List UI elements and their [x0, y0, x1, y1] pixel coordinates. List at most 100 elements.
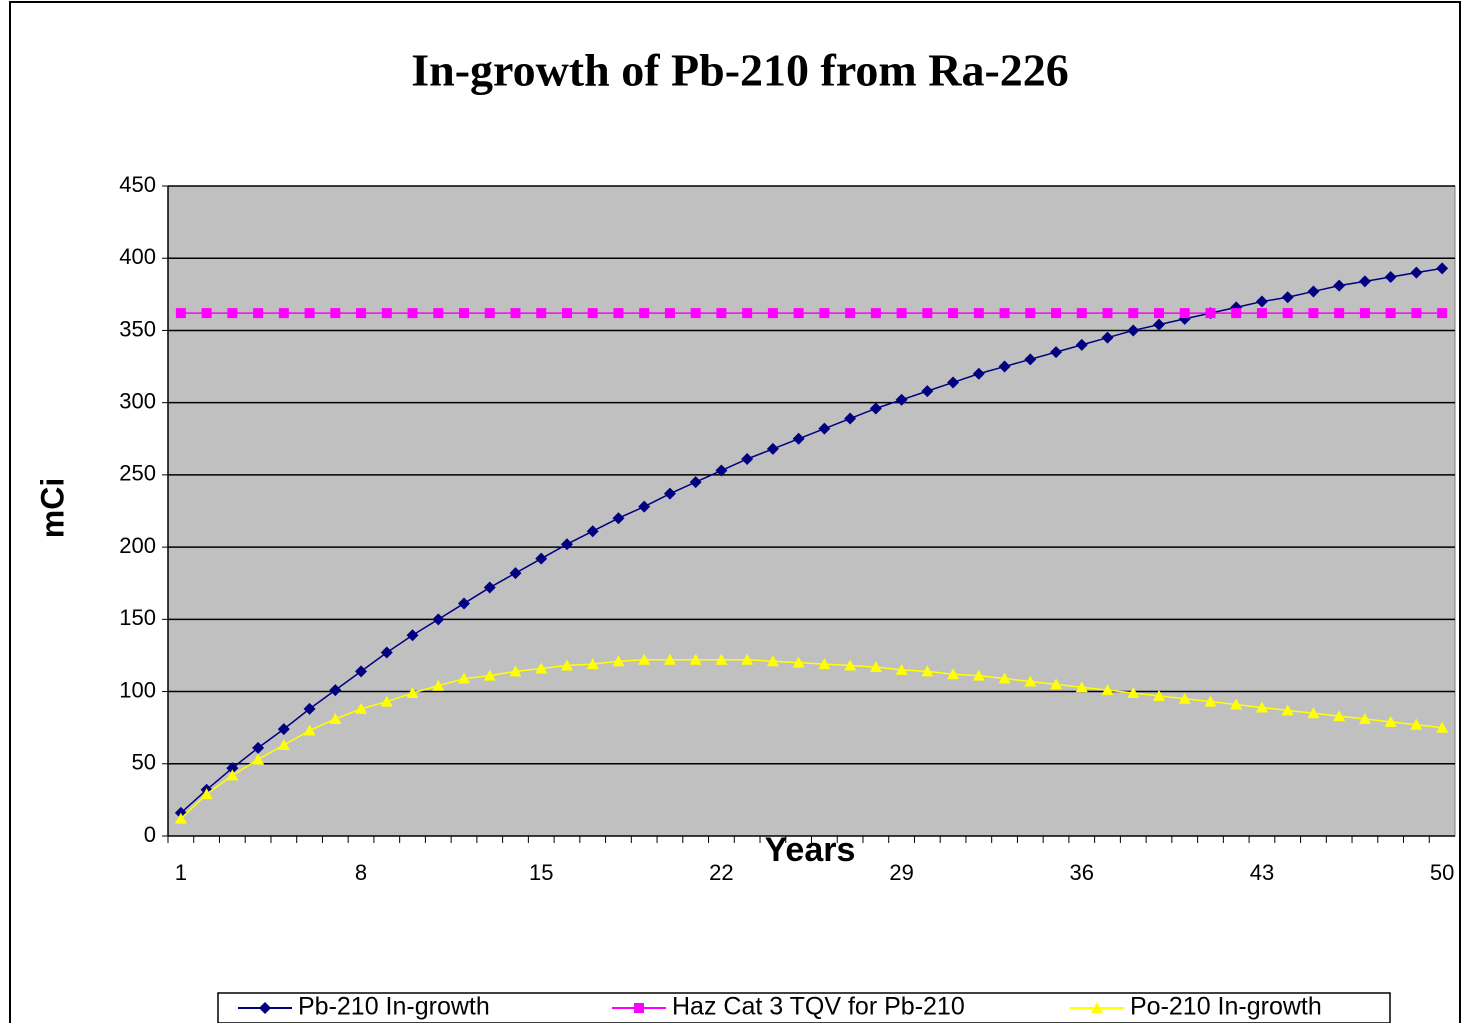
marker: [792, 656, 805, 668]
marker: [895, 663, 908, 675]
marker: [612, 655, 625, 667]
marker: [1256, 308, 1267, 319]
marker: [304, 308, 315, 319]
marker: [612, 512, 625, 525]
marker: [1050, 678, 1063, 690]
marker: [381, 308, 392, 319]
marker: [1334, 308, 1345, 319]
marker: [407, 308, 418, 319]
y-tick-label: 300: [119, 388, 156, 413]
marker: [948, 308, 959, 319]
marker: [1075, 681, 1088, 693]
marker: [1255, 701, 1268, 713]
marker: [459, 308, 470, 319]
marker: [1255, 295, 1268, 308]
marker: [998, 672, 1011, 684]
marker: [1025, 308, 1036, 319]
marker: [715, 464, 728, 477]
marker: [741, 653, 754, 665]
legend-marker: [259, 1002, 271, 1014]
marker: [406, 687, 419, 698]
legend-marker: [634, 1003, 644, 1013]
marker: [1178, 692, 1191, 704]
marker: [1050, 346, 1063, 359]
y-tick-label: 350: [119, 316, 156, 341]
marker: [1358, 713, 1371, 724]
marker: [998, 360, 1011, 373]
x-axis-label: Years: [765, 831, 856, 869]
marker: [278, 308, 289, 319]
marker: [1024, 675, 1037, 687]
marker: [664, 308, 675, 319]
marker: [1152, 318, 1165, 331]
marker: [175, 308, 186, 319]
marker: [1205, 308, 1216, 319]
marker: [818, 658, 831, 670]
marker: [742, 308, 753, 319]
marker: [716, 308, 727, 319]
marker: [1102, 308, 1113, 319]
x-tick-label: 29: [889, 860, 913, 885]
marker: [380, 646, 393, 659]
y-tick-label: 250: [119, 461, 156, 486]
marker: [560, 659, 573, 671]
marker: [793, 308, 804, 319]
marker: [303, 724, 316, 736]
marker: [253, 308, 264, 319]
marker: [844, 412, 857, 425]
marker: [535, 552, 548, 565]
marker: [869, 661, 882, 672]
marker: [1127, 324, 1140, 337]
marker: [1437, 308, 1448, 319]
y-tick-label: 150: [119, 605, 156, 630]
marker: [536, 308, 547, 319]
marker: [303, 702, 316, 715]
marker: [510, 308, 521, 319]
marker: [1333, 279, 1346, 292]
marker: [767, 308, 778, 319]
x-tick-label: 36: [1070, 860, 1094, 885]
marker: [252, 741, 265, 754]
marker: [972, 367, 985, 380]
legend: [217, 992, 1391, 1023]
marker: [1204, 695, 1217, 707]
marker: [1436, 262, 1449, 275]
marker: [535, 662, 548, 674]
marker: [406, 629, 419, 642]
marker: [458, 672, 471, 684]
marker: [587, 308, 598, 319]
marker: [561, 308, 572, 319]
marker: [973, 308, 984, 319]
marker: [1358, 275, 1371, 288]
marker: [484, 308, 495, 319]
legend-marker: [1091, 1002, 1103, 1013]
marker: [1153, 308, 1164, 319]
marker: [1051, 308, 1062, 319]
marker: [1410, 718, 1423, 730]
y-tick-label: 100: [119, 677, 156, 702]
x-tick-label: 8: [355, 860, 367, 885]
marker: [1076, 308, 1087, 319]
marker: [999, 308, 1010, 319]
x-tick-label: 50: [1430, 860, 1454, 885]
marker: [689, 476, 702, 489]
marker: [277, 739, 290, 750]
chart-title: In-growth of Pb-210 from Ra-226: [411, 45, 1069, 96]
y-tick-label: 400: [119, 244, 156, 269]
marker: [458, 597, 471, 610]
marker: [715, 653, 728, 665]
marker: [638, 653, 651, 665]
marker: [483, 581, 496, 594]
y-tick-label: 450: [119, 172, 156, 197]
marker: [586, 658, 599, 670]
marker: [947, 376, 960, 389]
marker: [1384, 271, 1397, 283]
marker: [277, 723, 290, 736]
marker: [1152, 689, 1165, 701]
marker: [433, 308, 444, 319]
y-axis-label: mCi: [34, 478, 70, 538]
marker: [355, 702, 368, 714]
y-tick-label: 200: [119, 533, 156, 558]
marker: [1411, 308, 1422, 319]
marker: [355, 665, 368, 678]
